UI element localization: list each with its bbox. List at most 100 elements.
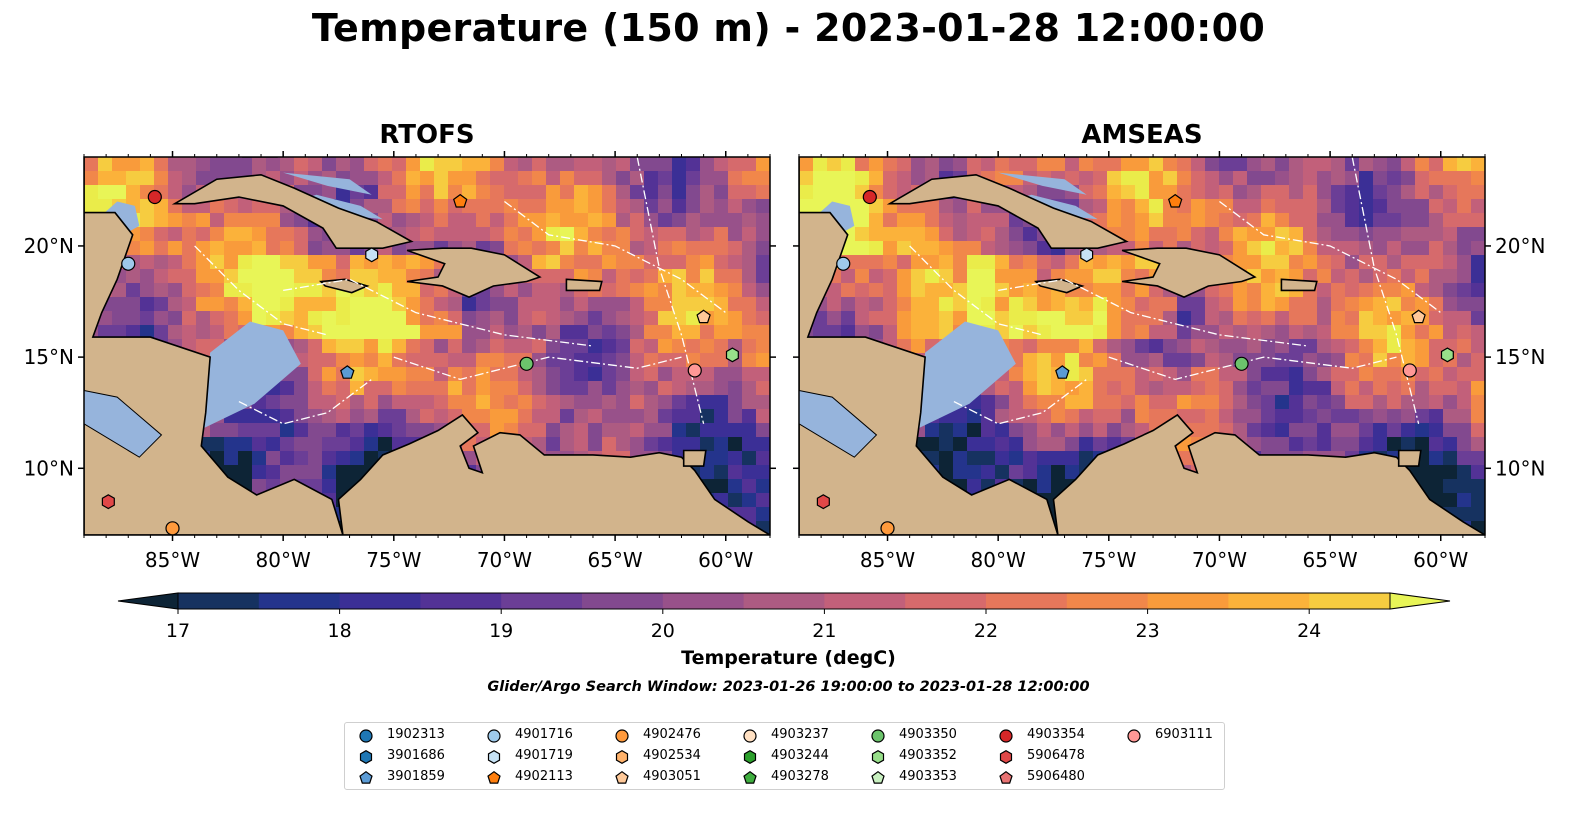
x-tick-label: 60°W bbox=[1413, 548, 1468, 572]
land-polygon bbox=[406, 247, 542, 298]
legend-label: 5906480 bbox=[1027, 769, 1085, 784]
legend-label: 4903353 bbox=[899, 769, 957, 784]
pentagon-marker-icon bbox=[743, 770, 757, 784]
pentagon-marker-icon bbox=[487, 770, 501, 784]
colorbar-tick-label: 23 bbox=[1136, 620, 1160, 642]
pentagon-marker-icon bbox=[871, 770, 885, 784]
pentagon-marker-icon bbox=[615, 770, 629, 784]
float-marker-3901859 bbox=[340, 365, 355, 379]
map-frame bbox=[798, 156, 1486, 536]
legend-label: 4903354 bbox=[1027, 727, 1085, 742]
circle-marker-icon bbox=[999, 729, 1013, 743]
map-frame bbox=[83, 156, 771, 536]
legend-marker-1902313 bbox=[359, 729, 373, 743]
legend-marker-4901719 bbox=[487, 750, 501, 764]
float-marker-4903352 bbox=[725, 347, 739, 363]
legend-marker-4901716 bbox=[487, 729, 501, 743]
panel-title-amseas: AMSEAS bbox=[1081, 120, 1203, 150]
map-panel-amseas: 85°W 80°W 75°W 70°W 65°W 60°W 20°N 15°N 10°N bbox=[793, 151, 1545, 572]
x-tick-label: 75°W bbox=[366, 548, 421, 572]
temperature-field bbox=[84, 157, 770, 535]
map-panel-rtofs: 85°W 80°W 75°W 70°W 65°W 60°W 20°N 15°N 10°N bbox=[24, 151, 776, 572]
colorbar-tick-label: 24 bbox=[1297, 620, 1321, 642]
legend-marker-3901686 bbox=[359, 750, 373, 764]
legend-marker-4902113 bbox=[487, 770, 501, 784]
eez-boundary bbox=[909, 245, 1043, 336]
float-marker-4903051 bbox=[696, 309, 711, 324]
float-marker-4902113 bbox=[452, 193, 468, 208]
x-tick-label: 65°W bbox=[587, 548, 642, 572]
hexagon-marker-icon bbox=[615, 750, 629, 764]
legend-marker-4903352 bbox=[871, 750, 885, 764]
x-tick-label: 60°W bbox=[698, 548, 753, 572]
eez-boundary bbox=[393, 356, 682, 381]
legend-label: 4902534 bbox=[643, 748, 701, 763]
legend-label: 4903237 bbox=[771, 727, 829, 742]
legend-label: 4901716 bbox=[515, 727, 573, 742]
float-marker-4901719 bbox=[365, 247, 379, 263]
pentagon-marker-icon bbox=[359, 770, 373, 784]
hexagon-marker-icon bbox=[743, 750, 757, 764]
legend-label: 4902113 bbox=[515, 769, 573, 784]
x-tick-label: 80°W bbox=[256, 548, 311, 572]
temperature-field bbox=[799, 157, 1485, 535]
float-marker-5906478 bbox=[101, 494, 115, 510]
float-marker-4901716 bbox=[121, 256, 136, 271]
land-polygon bbox=[1397, 449, 1422, 467]
x-tick-label: 75°W bbox=[1081, 548, 1136, 572]
legend-marker-4903237 bbox=[743, 729, 757, 743]
circle-marker-icon bbox=[743, 729, 757, 743]
panel-title-rtofs: RTOFS bbox=[379, 120, 475, 150]
float-marker-4901716 bbox=[836, 256, 851, 271]
hexagon-marker-icon bbox=[871, 750, 885, 764]
land-polygon bbox=[1280, 278, 1318, 292]
float-marker-4902113 bbox=[1167, 193, 1183, 208]
x-tick-label: 80°W bbox=[971, 548, 1026, 572]
search-window-text: Glider/Argo Search Window: 2023-01-26 19… bbox=[487, 679, 1090, 695]
eez-boundary bbox=[504, 200, 727, 314]
float-marker-4903354 bbox=[147, 189, 162, 205]
hexagon-marker-icon bbox=[999, 750, 1013, 764]
legend-marker-4902476 bbox=[615, 729, 629, 743]
hexagon-marker-icon bbox=[487, 750, 501, 764]
float-marker-4903051 bbox=[1411, 309, 1426, 324]
land-polygon bbox=[1052, 413, 1485, 535]
land-polygon bbox=[886, 173, 1129, 249]
land-polygon bbox=[957, 157, 993, 158]
legend-marker-4903278 bbox=[743, 770, 757, 784]
legend-label: 4903278 bbox=[771, 769, 829, 784]
legend-marker-5906480 bbox=[999, 770, 1013, 784]
eez-boundary bbox=[636, 157, 705, 424]
legend-label: 4903350 bbox=[899, 727, 957, 742]
colorbar-tick-label: 22 bbox=[974, 620, 998, 642]
x-tick-label: 70°W bbox=[1192, 548, 1247, 572]
land-polygon bbox=[337, 413, 770, 535]
float-marker-3901859 bbox=[1055, 365, 1070, 379]
colorbar-tick-label: 20 bbox=[651, 620, 675, 642]
legend-marker-5906478 bbox=[999, 750, 1013, 764]
eez-boundary bbox=[1219, 200, 1442, 314]
float-marker-6903111 bbox=[1402, 363, 1417, 378]
legend-marker-4903051 bbox=[615, 770, 629, 784]
land-polygon bbox=[565, 278, 603, 292]
land-polygon bbox=[242, 157, 278, 158]
legend-marker-4903350 bbox=[871, 729, 885, 743]
y-tick-label: 20°N bbox=[24, 234, 74, 258]
circle-marker-icon bbox=[615, 729, 629, 743]
legend-label: 4901719 bbox=[515, 748, 573, 763]
float-marker-4903350 bbox=[519, 356, 534, 371]
circle-marker-icon bbox=[487, 729, 501, 743]
float-marker-4902476 bbox=[165, 521, 180, 536]
x-tick-label: 85°W bbox=[860, 548, 915, 572]
y-tick-label: 20°N bbox=[1495, 234, 1545, 258]
legend-marker-4903354 bbox=[999, 729, 1013, 743]
legend-label: 4903051 bbox=[643, 769, 701, 784]
eez-boundary bbox=[194, 245, 328, 336]
colorbar-tick-label: 19 bbox=[489, 620, 513, 642]
float-marker-5906478 bbox=[816, 494, 830, 510]
colorbar-label: Temperature (degC) bbox=[681, 647, 896, 669]
legend-label: 4903352 bbox=[899, 748, 957, 763]
eez-boundary bbox=[998, 278, 1309, 347]
land-polygon bbox=[171, 173, 414, 249]
